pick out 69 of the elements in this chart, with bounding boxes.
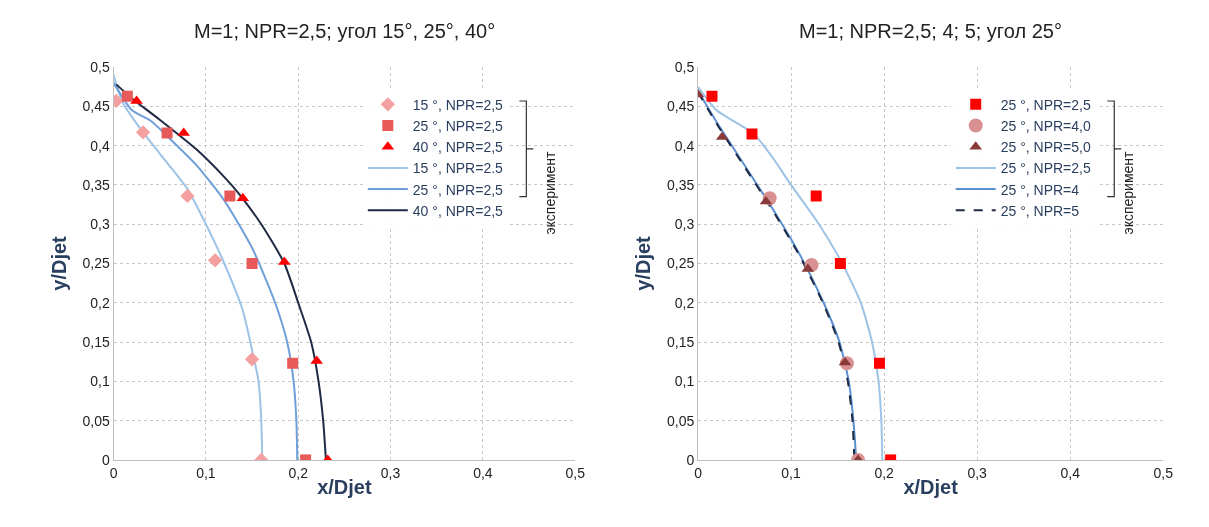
x-tick-label: 0,3: [967, 464, 988, 481]
point: [121, 90, 133, 102]
y-tick-label: 0,4: [90, 137, 110, 154]
point: [287, 357, 299, 369]
legend-label: 25 °, NPR=4: [1000, 181, 1080, 198]
y-tick-label: 0,45: [82, 98, 110, 115]
point: [759, 195, 773, 205]
x-axis-title: x/Djet: [903, 476, 959, 499]
y-tick-label: 0,25: [82, 255, 110, 272]
point: [246, 258, 258, 269]
annotation: эксперимент: [1119, 150, 1136, 235]
legend-label: 15 °, NPR=2.5: [412, 160, 504, 177]
point: [834, 258, 846, 269]
x-tick-label: 0,5: [1153, 464, 1174, 481]
y-tick-label: 0,3: [674, 216, 695, 233]
legend-label: 25 °, NPR=5,0: [1000, 139, 1091, 156]
y-tick-label: 0,45: [666, 98, 695, 115]
x-tick-label: 0,4: [1060, 464, 1081, 481]
y-tick-label: 0,15: [666, 333, 695, 350]
point: [207, 253, 223, 268]
x-tick-label: 0,4: [473, 464, 493, 481]
legend-label: 25 °, NPR=5: [1000, 202, 1080, 219]
point: [236, 192, 250, 202]
y-tick-label: 0,1: [90, 373, 110, 390]
y-axis-title: y/Djet: [632, 235, 655, 291]
point: [135, 125, 151, 140]
chart-title: M=1; NPR=2,5; угол 15°, 25°, 40°: [194, 20, 496, 42]
x-tick-label: 0,3: [380, 464, 401, 481]
legend-label: 40 °, NPR=2,5: [412, 202, 504, 219]
point: [838, 356, 852, 366]
y-tick-label: 0,2: [90, 294, 110, 311]
point: [244, 352, 260, 367]
y-tick-label: 0,05: [82, 412, 110, 429]
legend-label: 25 °, NPR=2,5: [412, 117, 504, 134]
y-tick-label: 0,1: [674, 373, 695, 390]
x-tick-label: 0,2: [288, 464, 309, 481]
y-tick-label: 0,4: [674, 137, 695, 154]
x-tick-label: 0,2: [874, 464, 895, 481]
point: [746, 128, 758, 140]
point: [706, 90, 718, 102]
point: [224, 190, 236, 202]
y-tick-label: 0,5: [674, 59, 695, 75]
legend-label: 25 °, NPR=2,5: [1000, 160, 1091, 177]
legend-label: 25 °, NPR=4,0: [1000, 117, 1091, 134]
legend-label: 25 °, NPR=2,5: [1000, 96, 1091, 113]
chart-title: M=1; NPR=2,5; 4; 5; угол 25°: [799, 20, 1062, 42]
y-tick-label: 0,05: [666, 412, 695, 429]
legend-label: 25 °, NPR=2,5: [412, 181, 504, 198]
y-tick-label: 0,5: [90, 59, 110, 75]
x-tick-label: 0,5: [565, 464, 586, 481]
point: [873, 357, 885, 369]
x-tick-label: 0,1: [781, 464, 802, 481]
point: [161, 127, 173, 139]
y-tick-label: 0,35: [82, 176, 110, 193]
x-tick-label: 0,1: [196, 464, 216, 481]
legend-label: 15 °, NPR=2,5: [412, 96, 504, 113]
y-tick-label: 0,3: [90, 216, 110, 233]
y-tick-label: 0: [686, 451, 695, 468]
point: [180, 188, 195, 204]
legend-label: 40 °, NPR=2,5: [412, 139, 504, 156]
y-tick-label: 0,15: [82, 333, 110, 350]
point: [810, 190, 822, 202]
x-axis-title: x/Djet: [317, 476, 372, 499]
y-tick-label: 0,25: [666, 255, 695, 272]
y-axis-title: y/Djet: [47, 235, 70, 291]
y-tick-label: 0,35: [666, 176, 695, 193]
annotation: эксперимент: [541, 151, 558, 235]
y-tick-label: 0: [101, 451, 110, 468]
y-tick-label: 0,2: [674, 294, 695, 311]
